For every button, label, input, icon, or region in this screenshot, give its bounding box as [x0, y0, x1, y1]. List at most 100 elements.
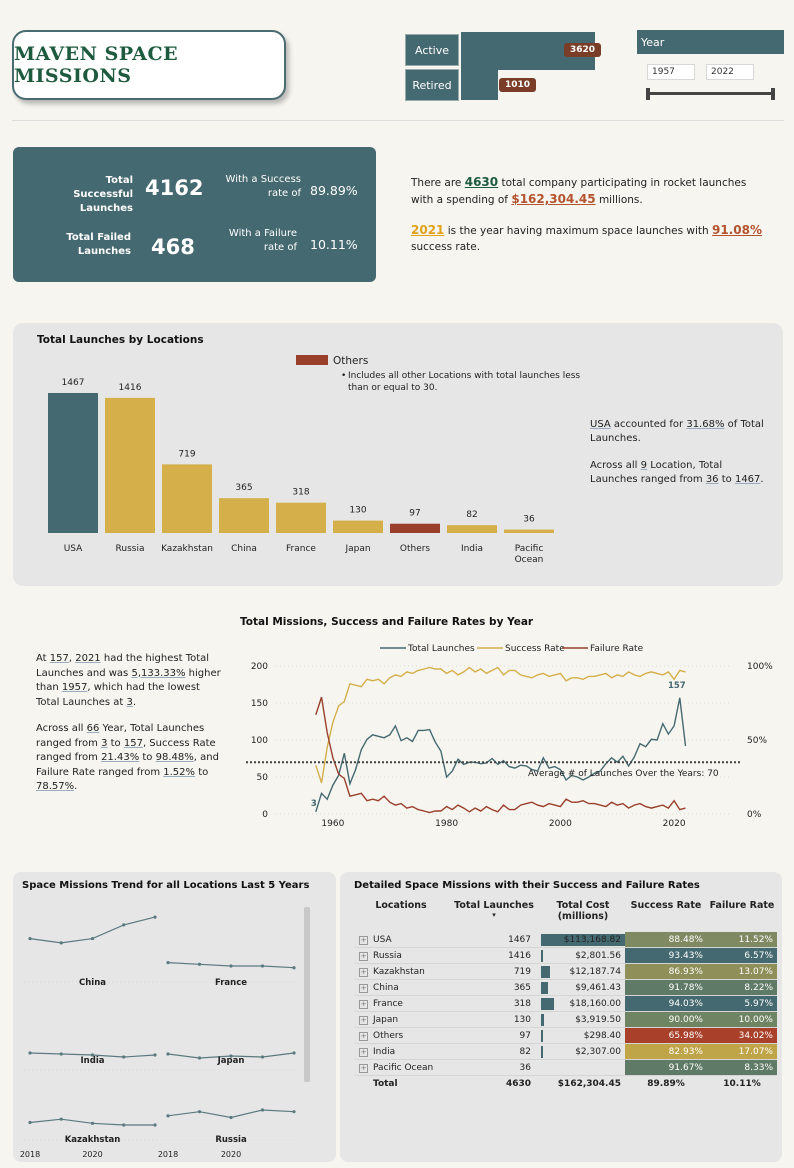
cost-value: $2,307.00 — [575, 1046, 621, 1057]
bar-label-france: France — [286, 544, 316, 554]
expand-icon[interactable]: + — [359, 1031, 368, 1041]
total-failure-rate: 10.11% — [723, 1078, 761, 1089]
row-location[interactable]: + France — [355, 995, 447, 1012]
bar-value-india: 82 — [466, 510, 477, 520]
row-launches: 82 — [447, 1043, 541, 1060]
bar-value-japan: 130 — [349, 506, 366, 516]
cost-value: $18,160.00 — [569, 998, 621, 1009]
row-cost: $18,160.00 — [541, 995, 625, 1012]
bar-others — [390, 523, 440, 533]
cost-bar — [541, 982, 549, 994]
row-cost: $2,801.56 — [541, 947, 625, 964]
failure-rate-value: 10.11% — [310, 237, 358, 252]
bar-label-china: China — [231, 544, 257, 554]
retired-bar[interactable] — [461, 68, 499, 100]
table-row[interactable]: + India 82 $2,307.00 82.93% 17.07% — [355, 1043, 777, 1060]
row-success-rate: 91.67% — [625, 1059, 707, 1076]
row-launches: 97 — [447, 1027, 541, 1044]
cost-value: $3,919.50 — [575, 1014, 621, 1025]
year-slider-track[interactable] — [647, 92, 773, 95]
retired-filter-button[interactable]: Retired — [405, 69, 459, 101]
expand-icon[interactable]: + — [359, 935, 368, 945]
row-location[interactable]: + China — [355, 979, 447, 996]
bar-russia — [105, 397, 155, 533]
locations-chart-title: Total Launches by Locations — [37, 334, 204, 346]
year-to-input[interactable]: 2022 — [706, 64, 754, 80]
table-row[interactable]: + Others 97 $298.40 65.98% 34.02% — [355, 1027, 777, 1044]
table-row[interactable]: + Russia 1416 $2,801.56 93.43% 6.57% — [355, 947, 777, 964]
expand-icon[interactable]: + — [359, 1063, 368, 1073]
table-row[interactable]: + Japan 130 $3,919.50 90.00% 10.00% — [355, 1011, 777, 1028]
total-label: Total — [373, 1078, 398, 1089]
location-range-insight: Across all 9 Location, Total Launches ra… — [590, 460, 764, 485]
trend-chart-title: Total Missions, Success and Failure Rate… — [240, 616, 534, 628]
bar-value-china: 365 — [235, 483, 252, 493]
header-divider — [12, 120, 784, 121]
table-row[interactable]: + France 318 $18,160.00 94.03% 5.97% — [355, 995, 777, 1012]
cost-bar — [541, 950, 544, 962]
year-from-input[interactable]: 1957 — [647, 64, 695, 80]
year-slider-start-handle[interactable] — [646, 88, 650, 100]
active-value: 3620 — [564, 43, 602, 57]
row-location[interactable]: + India — [355, 1043, 447, 1060]
row-location[interactable]: + Kazakhstan — [355, 963, 447, 980]
row-cost: $12,187.74 — [541, 963, 625, 980]
range-insight: Across all 66 Year, Total Launches range… — [36, 723, 219, 792]
row-location[interactable]: + Japan — [355, 1011, 447, 1028]
row-success-rate: 90.00% — [625, 1011, 707, 1028]
row-failure-rate: 17.07% — [707, 1043, 777, 1060]
total-spending: $162,304.45 — [511, 192, 596, 206]
expand-icon[interactable]: + — [359, 999, 368, 1009]
table-row[interactable]: + Kazakhstan 719 $12,187.74 86.93% 13.07% — [355, 963, 777, 980]
total-success-rate: 89.89% — [647, 1078, 685, 1089]
total-cost: $162,304.45 — [557, 1078, 621, 1089]
row-success-rate: 65.98% — [625, 1027, 707, 1044]
col-total-cost[interactable]: Total Cost (millions) — [556, 900, 610, 922]
row-location[interactable]: + Others — [355, 1027, 447, 1044]
col-failure-rate[interactable]: Failure Rate — [709, 900, 775, 911]
bar-value-usa: 1467 — [62, 378, 85, 388]
bar-label-pacific-ocean-2: Ocean — [515, 555, 544, 565]
row-cost: $9,461.43 — [541, 979, 625, 996]
row-failure-rate: 10.00% — [707, 1011, 777, 1028]
total-launches: 4630 — [505, 1078, 531, 1089]
bar-value-pacific-ocean: 36 — [523, 515, 535, 525]
row-location[interactable]: + Russia — [355, 947, 447, 964]
expand-icon[interactable]: + — [359, 967, 368, 977]
dashboard-title: MAVEN SPACE MISSIONS — [14, 43, 179, 87]
row-launches: 365 — [447, 979, 541, 996]
row-failure-rate: 34.02% — [707, 1027, 777, 1044]
table-row[interactable]: + USA 1467 $113,168.82 88.48% 11.52% — [355, 932, 777, 948]
col-total-launches[interactable]: Total Launches ▾ — [454, 900, 534, 919]
row-success-rate: 82.93% — [625, 1043, 707, 1060]
row-location[interactable]: + Pacific Ocean — [355, 1059, 447, 1076]
cost-value: $113,168.82 — [563, 934, 621, 945]
row-cost: $298.40 — [541, 1027, 625, 1044]
col-success-rate[interactable]: Success Rate — [630, 900, 702, 911]
cost-value: $12,187.74 — [569, 966, 621, 977]
failure-rate-label: With a Failure rate of — [228, 228, 297, 253]
col-locations[interactable]: Locations — [375, 900, 427, 911]
cost-value: $2,801.56 — [575, 950, 621, 961]
row-location-text: China — [373, 982, 399, 993]
dashboard-title-card: MAVEN SPACE MISSIONS — [12, 30, 286, 100]
row-location[interactable]: + USA — [355, 932, 447, 948]
expand-icon[interactable]: + — [359, 983, 368, 993]
table-row[interactable]: + Pacific Ocean 36 91.67% 8.33% — [355, 1059, 777, 1076]
bar-japan — [333, 520, 383, 533]
details-table-wrap: Locations Total Launches ▾ Total Cost (mi… — [355, 900, 777, 1091]
table-row[interactable]: + China 365 $9,461.43 91.78% 8.22% — [355, 979, 777, 996]
expand-icon[interactable]: + — [359, 1015, 368, 1025]
expand-icon[interactable]: + — [359, 1047, 368, 1057]
bar-value-others: 97 — [409, 509, 420, 519]
active-filter-button[interactable]: Active — [405, 34, 459, 66]
year-slider-end-handle[interactable] — [771, 88, 775, 100]
cost-bar — [541, 934, 625, 946]
row-failure-rate: 5.97% — [707, 995, 777, 1012]
expand-icon[interactable]: + — [359, 951, 368, 961]
usa-share-insight: USA accounted for 31.68% of Total Launch… — [590, 419, 764, 444]
small-multiples-scrollbar[interactable] — [304, 907, 310, 1082]
row-location-text: India — [373, 1046, 396, 1057]
bar-label-usa: USA — [64, 544, 83, 554]
year-slicer-header: Year — [637, 30, 784, 54]
